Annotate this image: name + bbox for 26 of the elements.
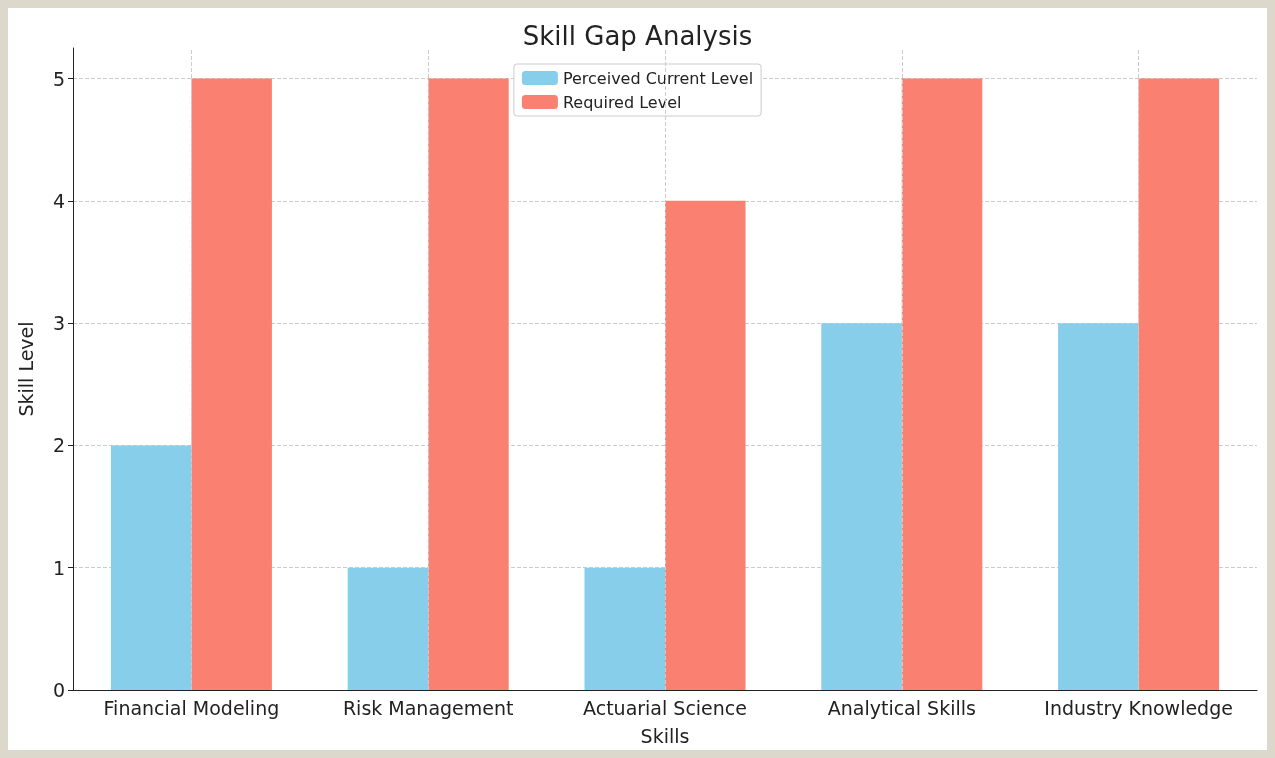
y-tick-label: 0 [52, 679, 65, 701]
bar [1058, 323, 1139, 690]
bar [584, 567, 665, 690]
bar [901, 78, 983, 690]
bar [665, 200, 746, 690]
x-axis-title: Skills [640, 724, 690, 747]
bar [191, 78, 272, 690]
x-tick-label: Industry Knowledge [1044, 696, 1233, 719]
y-tick-label: 2 [52, 434, 65, 457]
bar [110, 445, 192, 690]
bar [347, 567, 429, 690]
bar [821, 323, 902, 690]
x-tick-label: Analytical Skills [827, 696, 976, 719]
legend-label: Required Level [562, 92, 682, 112]
x-tick-label: Actuarial Science [583, 696, 747, 719]
y-tick-label: 4 [52, 189, 65, 212]
y-tick-label: 5 [52, 67, 65, 90]
y-axis-title: Skill Level [14, 321, 37, 417]
bar [1138, 78, 1220, 690]
x-tick-label: Financial Modeling [103, 696, 280, 719]
legend-label: Perceived Current Level [562, 68, 754, 88]
x-tick-label: Risk Management [342, 696, 514, 719]
y-tick-label: 3 [52, 312, 65, 335]
chart-title: Skill Gap Analysis [522, 21, 753, 51]
y-tick-label: 1 [52, 556, 65, 579]
bar [428, 78, 509, 690]
